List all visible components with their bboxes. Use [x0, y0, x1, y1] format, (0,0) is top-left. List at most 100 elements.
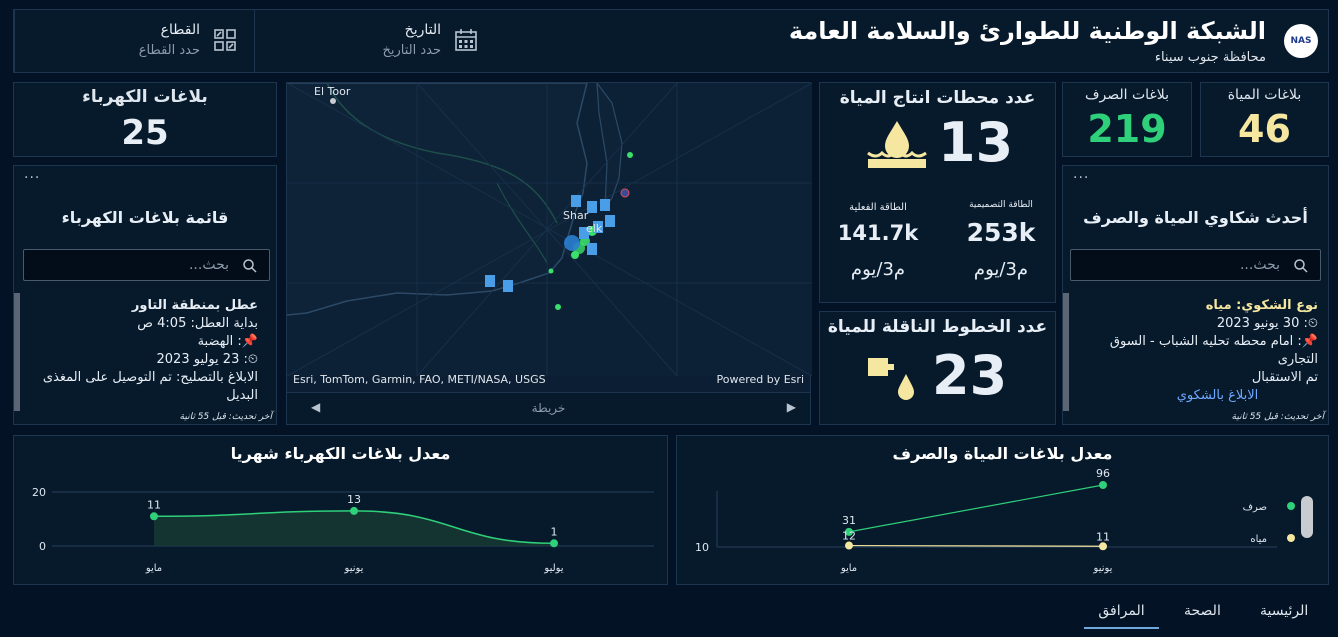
map-powered-by[interactable]: Powered by Esri — [716, 373, 804, 386]
nav-health[interactable]: الصحة — [1184, 603, 1221, 619]
report-link[interactable]: الابلاغ بالشكوي — [1176, 388, 1259, 403]
item-date: : 30 يونيو 2023 — [1216, 316, 1308, 331]
data-point — [845, 541, 853, 550]
chart-title: معدل بلاغات الكهرباء شهريا — [230, 444, 451, 463]
search-icon — [1294, 258, 1308, 277]
item-type: نوع الشكوي: مياه — [1205, 298, 1318, 313]
map-canvas[interactable] — [287, 83, 812, 376]
sector-filter-value: حدد القطاع — [138, 43, 200, 58]
data-point — [350, 506, 358, 515]
water-drop-icon — [866, 119, 928, 173]
sector-filter[interactable]: القطاع حدد القطاع — [14, 10, 254, 72]
header-bar: NAS الشبكة الوطنية للطوارئ والسلامة العا… — [13, 9, 1329, 73]
sewage-reports-label: بلاغات الصرف — [1085, 87, 1169, 103]
x-tick-label: يوليو — [543, 563, 563, 574]
list-item[interactable]: عطل بمنطقة التاور بداية العطل: 4:05 ص 📌:… — [24, 297, 258, 405]
calendar-icon — [455, 29, 477, 55]
logo-text: NAS — [1290, 36, 1312, 46]
complaints-search-input[interactable]: بحث... — [1070, 249, 1321, 281]
data-label: 96 — [1096, 467, 1110, 480]
y-tick-label: 10 — [695, 541, 709, 554]
water-reports-value: 46 — [1238, 107, 1291, 151]
data-label: 11 — [1096, 530, 1110, 543]
more-options-icon[interactable]: ··· — [1073, 170, 1090, 186]
actual-capacity-value: 141.7k — [837, 221, 919, 245]
electricity-reports-value: 25 — [121, 113, 169, 153]
more-options-icon[interactable]: ··· — [24, 170, 41, 186]
clock-icon: ⏲ — [247, 352, 258, 367]
legend-label: صرف — [1243, 502, 1267, 513]
pin-icon: 📌 — [241, 334, 258, 349]
design-capacity-label: الطاقة التصميمية — [969, 200, 1033, 210]
pin-icon: 📌 — [1301, 334, 1318, 349]
data-point — [550, 539, 558, 548]
data-label: 11 — [147, 498, 161, 511]
electricity-list-panel: ··· قائمة بلاغات الكهرباء بحث... عطل بمن… — [13, 165, 277, 425]
map-label-eltoor: El Toor — [314, 85, 351, 98]
series-line — [848, 544, 1104, 547]
prev-arrow-icon[interactable]: ◀ — [311, 400, 321, 414]
data-label: 31 — [842, 514, 856, 527]
search-placeholder: بحث... — [1239, 257, 1280, 273]
water-stations-card: عدد محطات انتاج المياة 13 الطاقة التصميم… — [819, 82, 1056, 303]
actual-capacity-label: الطاقة الفعلية — [849, 202, 907, 213]
series-line — [848, 484, 1104, 533]
legend-label: مياه — [1250, 534, 1267, 545]
page-title: الشبكة الوطنية للطوارئ والسلامة العامة — [788, 17, 1266, 45]
water-lines-value: 23 — [932, 344, 1008, 407]
design-capacity-value: 253k — [966, 218, 1036, 247]
legend-scrollbar[interactable] — [1301, 496, 1313, 538]
design-capacity-unit: م3/يوم — [973, 259, 1029, 280]
map-footer-label: خريطة — [531, 401, 566, 415]
electricity-chart-panel: معدل بلاغات الكهرباء شهريا 0 20 11 مايو 13 يو… — [13, 435, 668, 585]
water-sewage-chart: 10 31 96 صرف 12 11 مياه مايو يونيو — [695, 467, 1313, 574]
data-point — [150, 512, 158, 521]
water-stations-label: عدد محطات انتاج المياة — [839, 88, 1036, 108]
sector-filter-label: القطاع — [160, 22, 200, 38]
electricity-search-input[interactable]: بحث... — [23, 249, 270, 281]
y-tick-label: 20 — [32, 486, 46, 499]
map-label-sharm: Shar — [563, 209, 589, 222]
complaints-list-title: أحدث شكاوي المياة والصرف — [1083, 208, 1308, 227]
item-area: : الهضبة — [197, 334, 242, 349]
water-reports-card: بلاغات المياة 46 — [1200, 82, 1329, 157]
actual-capacity-unit: م3/يوم — [850, 259, 906, 280]
item-fix: الابلاغ بالتصليح: تم التوصيل على المغذى … — [42, 370, 258, 403]
map-label-elk: elk — [586, 222, 603, 235]
x-tick-label: مايو — [145, 563, 162, 574]
item-location: : امام محطه تحليه الشباب - السوق التجارى — [1109, 334, 1318, 367]
search-placeholder: بحث... — [188, 257, 229, 273]
y-tick-label: 0 — [39, 540, 46, 553]
nav-home[interactable]: الرئيسية — [1260, 603, 1309, 619]
series-area — [154, 510, 554, 546]
nav-facilities[interactable]: المرافق — [1084, 603, 1159, 629]
legend-swatch — [1287, 534, 1295, 542]
water-lines-card: عدد الخطوط الناقلة للمياة 23 — [819, 311, 1056, 425]
list-item[interactable]: نوع الشكوي: مياه ⏲: 30 يونيو 2023 📌: اما… — [1077, 297, 1318, 405]
list-scrollbar[interactable] — [1063, 293, 1069, 411]
map-panel: El Toor Shar elk Esri, TomTom, Garmin, F… — [286, 82, 812, 425]
sewage-reports-value: 219 — [1087, 107, 1167, 151]
electricity-chart: 0 20 11 مايو 13 يونيو 1 يوليو — [32, 486, 654, 574]
data-label: 1 — [551, 525, 558, 538]
data-label: 13 — [347, 493, 361, 506]
last-updated: آخر تحديث: قبل 55 ثانية — [1231, 412, 1324, 422]
map-attribution: Esri, TomTom, Garmin, FAO, METI/NASA, US… — [293, 373, 546, 386]
next-arrow-icon[interactable]: ▶ — [786, 400, 796, 414]
list-scrollbar[interactable] — [14, 293, 20, 411]
clock-icon: ⏲ — [1307, 316, 1318, 331]
sewage-reports-card: بلاغات الصرف 219 — [1062, 82, 1192, 157]
data-point — [1099, 542, 1107, 551]
date-filter[interactable]: التاريخ حدد التاريخ — [254, 10, 495, 72]
water-reports-label: بلاغات المياة — [1227, 87, 1302, 103]
item-title: عطل بمنطقة التاور — [131, 298, 258, 313]
logo: NAS — [1284, 24, 1318, 58]
date-filter-value: حدد التاريخ — [382, 43, 441, 58]
item-start: بداية العطل: 4:05 ص — [137, 316, 258, 331]
data-label: 12 — [842, 530, 856, 543]
search-icon — [243, 258, 257, 277]
x-tick-label: يونيو — [1093, 563, 1113, 574]
grid-icon — [214, 29, 236, 55]
pipe-icon — [866, 354, 920, 406]
water-stations-value: 13 — [938, 111, 1014, 174]
